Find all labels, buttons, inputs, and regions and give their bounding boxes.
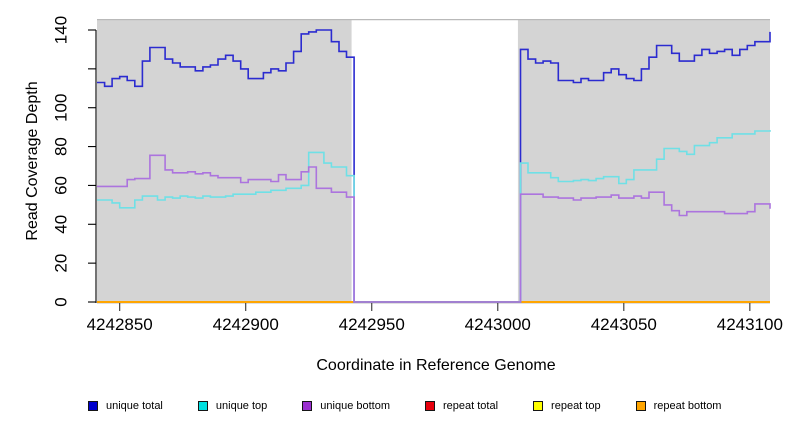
- legend-item-unique-total: unique total: [88, 400, 163, 412]
- legend-item-repeat-total: repeat total: [425, 400, 498, 412]
- legend-item-unique-top: unique top: [197, 400, 268, 412]
- legend-swatch-repeat-top: [533, 401, 544, 411]
- y-tick-label: 20: [52, 254, 71, 273]
- x-tick-label: 4243000: [465, 315, 531, 334]
- y-tick-label: 0: [52, 297, 71, 306]
- y-tick-label: 140: [52, 16, 71, 44]
- series-line-unique-bottom: [97, 154, 771, 303]
- legend-item-repeat-top: repeat top: [533, 400, 601, 412]
- legend-label-repeat-bottom: repeat bottom: [653, 400, 722, 412]
- legend-item-repeat-bottom: repeat bottom: [635, 400, 722, 412]
- legend: unique total unique top unique bottom repea…: [88, 400, 721, 412]
- legend-swatch-unique-total: [88, 401, 98, 411]
- y-axis-title: Read Coverage Depth: [24, 81, 41, 241]
- y-tick-label: 60: [52, 176, 71, 195]
- legend-label-unique-top: unique top: [215, 400, 268, 412]
- legend-swatch-unique-bottom: [302, 401, 313, 411]
- legend-swatch-unique-top: [197, 401, 208, 411]
- legend-swatch-repeat-total: [425, 401, 435, 411]
- x-tick-label: 4242900: [213, 315, 279, 334]
- legend-label-repeat-total: repeat total: [443, 400, 499, 412]
- legend-swatch-repeat-bottom: [635, 401, 646, 411]
- y-tick-label: 100: [52, 94, 71, 122]
- legend-label-repeat-top: repeat top: [551, 400, 601, 412]
- gap-region: [351, 19, 518, 303]
- legend-label-unique-total: unique total: [106, 400, 163, 412]
- x-tick-label: 4243050: [591, 315, 657, 334]
- legend-label-unique-bottom: unique bottom: [320, 400, 390, 412]
- x-tick-label: 4243100: [717, 315, 783, 334]
- x-tick-label: 4242950: [339, 315, 405, 334]
- y-tick-label: 40: [52, 215, 71, 234]
- y-tick-label: 80: [52, 137, 71, 156]
- x-tick-label: 4242850: [87, 315, 153, 334]
- x-axis-title: Coordinate in Reference Genome: [316, 357, 556, 374]
- legend-item-unique-bottom: unique bottom: [302, 400, 390, 412]
